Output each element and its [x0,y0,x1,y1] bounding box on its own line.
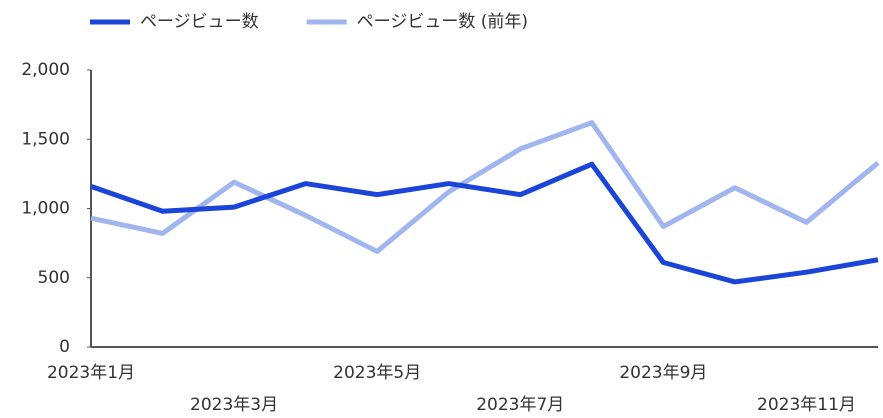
x-tick-label: 2023年5月 [333,363,421,383]
y-tick-label: 2,000 [21,60,70,80]
series-line [90,120,880,254]
x-tick-label: 2023年3月 [190,395,278,415]
x-tick-label: 2023年1月 [47,363,135,383]
y-tick-label: 1,500 [21,129,70,149]
y-tick-label: 500 [38,268,70,288]
legend-label: ページビュー数 (前年) [357,12,528,32]
series-line [90,161,879,285]
y-tick-label: 1,000 [21,199,70,219]
x-tick-label: 2023年9月 [619,363,707,383]
y-tick-label: 0 [59,337,70,357]
x-tick-label: 2023年7月 [476,395,564,415]
legend-label: ページビュー数 [140,12,259,32]
x-tick-label: 2023年11月 [757,395,856,415]
